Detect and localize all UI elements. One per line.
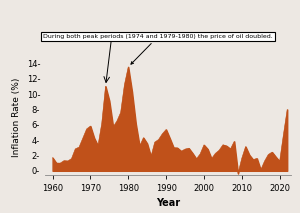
Text: During both peak periods (1974 and 1979-1980) the price of oil doubled.: During both peak periods (1974 and 1979-… <box>43 34 273 64</box>
X-axis label: Year: Year <box>156 198 180 208</box>
Y-axis label: Inflation Rate (%): Inflation Rate (%) <box>12 78 21 157</box>
